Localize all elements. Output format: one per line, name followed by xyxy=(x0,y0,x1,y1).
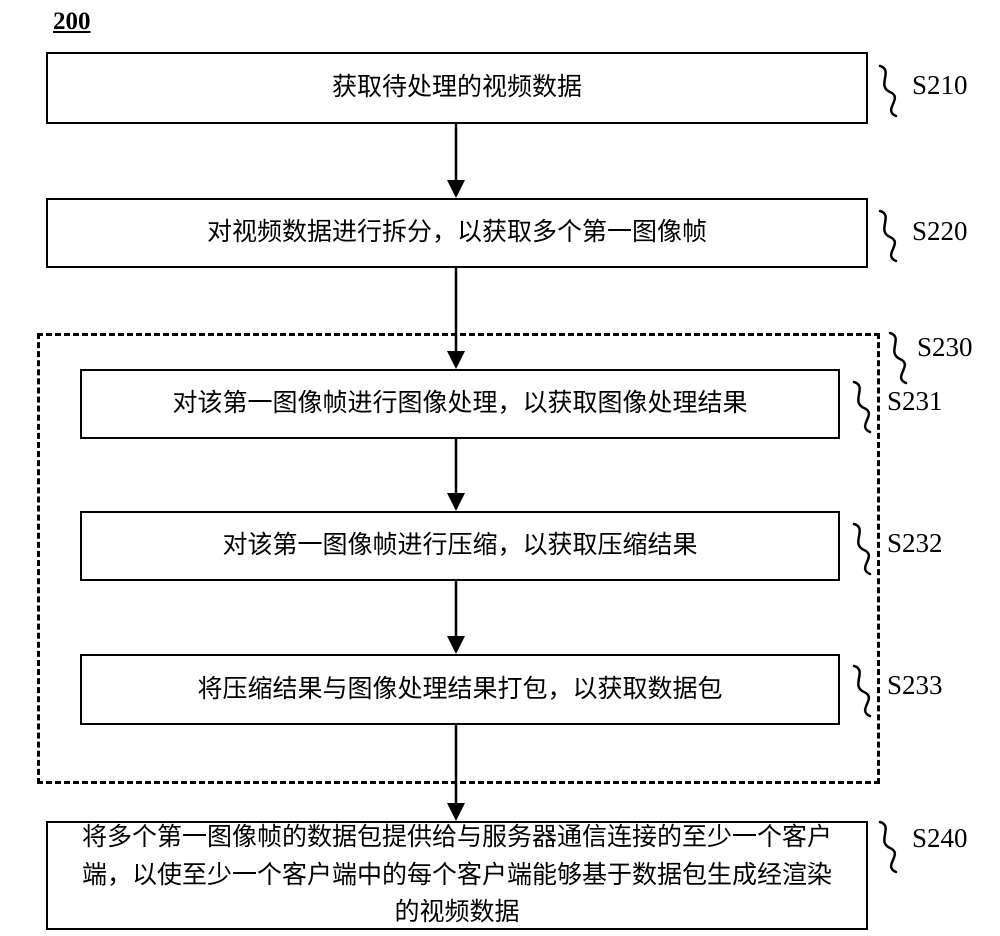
arrow-2 xyxy=(444,439,468,511)
flowchart-stage: 200 S230 获取待处理的视频数据 S210 对视频数据进行拆分，以获取多个第一图… xyxy=(0,0,1000,936)
step-label-s210: S210 xyxy=(912,70,968,101)
label-leader xyxy=(876,205,902,265)
step-box-s231: 对该第一图像帧进行图像处理，以获取图像处理结果 xyxy=(80,369,840,439)
label-leader xyxy=(850,518,876,578)
step-box-s232: 对该第一图像帧进行压缩，以获取压缩结果 xyxy=(80,511,840,581)
arrow-4 xyxy=(444,725,468,821)
label-leader xyxy=(850,660,876,720)
arrow-3 xyxy=(444,581,468,654)
label-leader xyxy=(886,327,912,387)
step-box-s233: 将压缩结果与图像处理结果打包，以获取数据包 xyxy=(80,654,840,725)
step-box-s240: 将多个第一图像帧的数据包提供给与服务器通信连接的至少一个客户端，以使至少一个客户… xyxy=(46,821,868,930)
arrow-1 xyxy=(444,268,468,369)
label-leader xyxy=(876,816,902,876)
step-label-s231: S231 xyxy=(887,386,943,417)
step-label-s233: S233 xyxy=(887,670,943,701)
step-label-s232: S232 xyxy=(887,528,943,559)
step-box-s220: 对视频数据进行拆分，以获取多个第一图像帧 xyxy=(46,198,868,268)
step-label-s230: S230 xyxy=(917,332,973,363)
step-text: 对该第一图像帧进行图像处理，以获取图像处理结果 xyxy=(172,385,747,423)
step-text: 将多个第一图像帧的数据包提供给与服务器通信连接的至少一个客户端，以使至少一个客户… xyxy=(72,819,842,932)
label-leader xyxy=(850,376,876,436)
arrow-0 xyxy=(444,124,468,198)
label-leader xyxy=(876,60,902,120)
step-text: 对视频数据进行拆分，以获取多个第一图像帧 xyxy=(207,214,707,252)
step-text: 将压缩结果与图像处理结果打包，以获取数据包 xyxy=(197,671,722,709)
step-label-s240: S240 xyxy=(912,823,968,854)
step-text: 获取待处理的视频数据 xyxy=(332,69,582,107)
step-label-s220: S220 xyxy=(912,216,968,247)
step-text: 对该第一图像帧进行压缩，以获取压缩结果 xyxy=(222,527,697,565)
figure-number: 200 xyxy=(53,8,91,36)
step-box-s210: 获取待处理的视频数据 xyxy=(46,52,868,124)
